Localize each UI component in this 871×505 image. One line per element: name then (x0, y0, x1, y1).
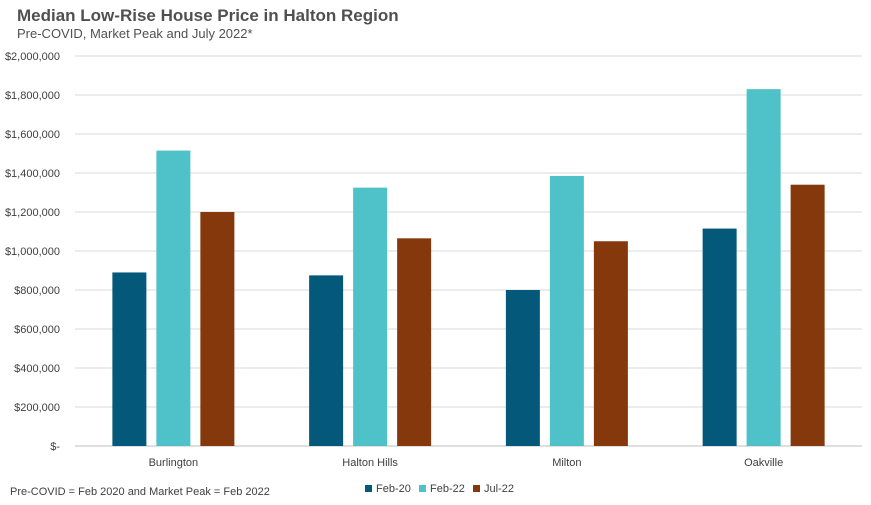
bar-feb-20-halton-hills (309, 275, 344, 446)
x-tick-label: Oakville (744, 457, 783, 469)
legend-label: Jul-22 (484, 483, 514, 495)
y-tick-label: $1,400,000 (5, 168, 60, 180)
y-tick-label: $600,000 (14, 324, 60, 336)
x-tick-label: Burlington (149, 457, 199, 469)
bar-feb-20-oakville (702, 228, 737, 446)
y-tick-label: $2,000,000 (5, 51, 60, 63)
bars (112, 89, 825, 447)
bar-jul-22-halton-hills (397, 238, 432, 446)
bar-feb-22-halton-hills (353, 187, 388, 446)
y-tick-label: $1,600,000 (5, 129, 60, 141)
y-tick-label: $- (50, 441, 60, 453)
y-axis: $- $200,000 $400,000 $600,000 $800,000 $1,000… (5, 51, 60, 453)
legend-label: Feb-20 (376, 483, 411, 495)
y-tick-label: $800,000 (14, 285, 60, 297)
y-tick-label: $1,800,000 (5, 90, 60, 102)
y-tick-label: $200,000 (14, 402, 60, 414)
chart-title: Median Low-Rise House Price in Halton Re… (17, 6, 399, 25)
bar-feb-20-burlington (112, 272, 147, 446)
y-tick-label: $400,000 (14, 363, 60, 375)
legend-label: Feb-22 (430, 483, 465, 495)
gridlines (75, 55, 862, 447)
x-axis: Burlington Halton Hills Milton Oakville (149, 457, 784, 469)
y-tick-label: $1,200,000 (5, 207, 60, 219)
x-tick-label: Milton (552, 457, 581, 469)
legend-swatch (419, 485, 426, 492)
bar-jul-22-oakville (790, 184, 825, 446)
bar-jul-22-burlington (200, 212, 235, 446)
chart-subtitle: Pre-COVID, Market Peak and July 2022* (17, 26, 253, 41)
bar-feb-22-oakville (746, 89, 781, 447)
legend-swatch (365, 485, 372, 492)
bar-feb-22-milton (549, 175, 584, 447)
legend-swatch (473, 485, 480, 492)
footnote: Pre-COVID = Feb 2020 and Market Peak = F… (10, 486, 270, 498)
y-tick-label: $1,000,000 (5, 246, 60, 258)
bar-feb-22-burlington (156, 150, 191, 446)
bar-jul-22-milton (593, 241, 628, 446)
bar-feb-20-milton (505, 290, 540, 446)
legend: Feb-20 Feb-22 Jul-22 (365, 483, 514, 495)
x-tick-label: Halton Hills (342, 457, 398, 469)
